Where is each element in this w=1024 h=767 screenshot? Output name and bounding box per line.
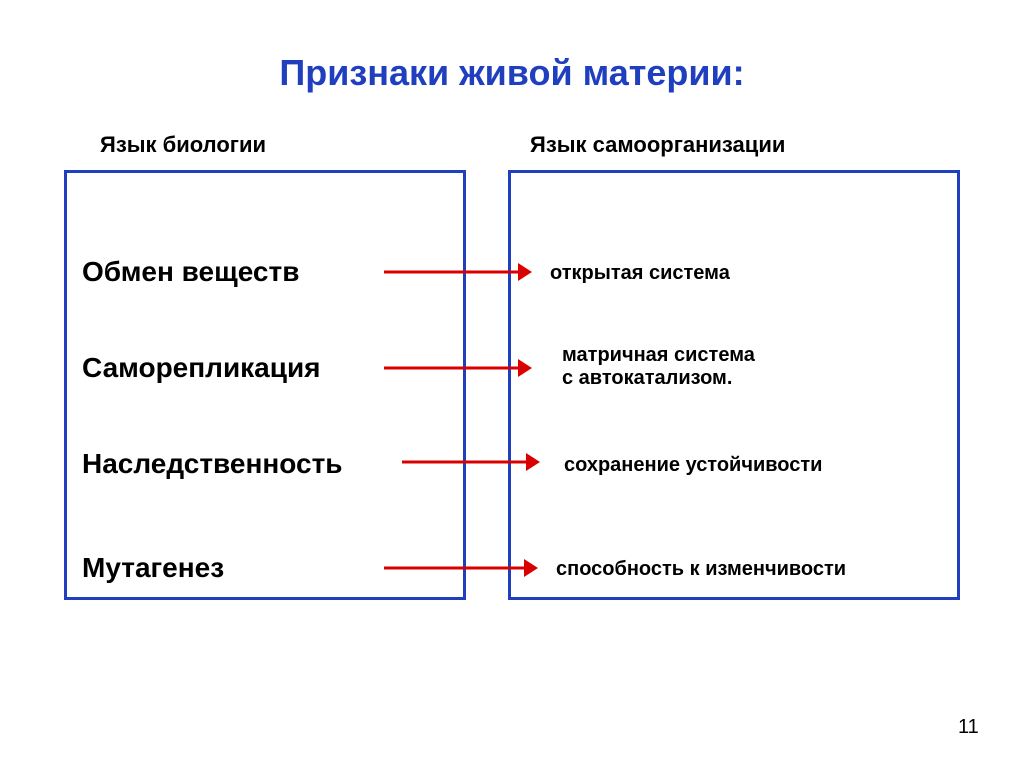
left-item-self-replication: Саморепликация — [82, 352, 321, 384]
left-item-metabolism: Обмен веществ — [82, 256, 299, 288]
right-item-variability: способность к изменчивости — [556, 558, 846, 581]
left-item-heredity: Наследственность — [82, 448, 343, 480]
slide: Признаки живой материи: Язык биологии Яз… — [0, 0, 1024, 767]
column-header-left: Язык биологии — [100, 132, 266, 158]
left-item-mutagenesis: Мутагенез — [82, 552, 224, 584]
arrow-icon — [390, 450, 552, 475]
arrow-icon — [372, 260, 544, 285]
column-header-right: Язык самоорганизации — [530, 132, 785, 158]
box-left — [64, 170, 466, 600]
right-item-open-system: открытая система — [550, 262, 730, 285]
page-number: 11 — [958, 716, 979, 739]
arrow-icon — [372, 356, 544, 381]
right-item-matrix-system: матричная системас автокатализом. — [562, 344, 755, 390]
slide-title: Признаки живой материи: — [0, 52, 1024, 94]
arrow-icon — [372, 556, 550, 581]
right-item-stability: сохранение устойчивости — [564, 454, 822, 477]
